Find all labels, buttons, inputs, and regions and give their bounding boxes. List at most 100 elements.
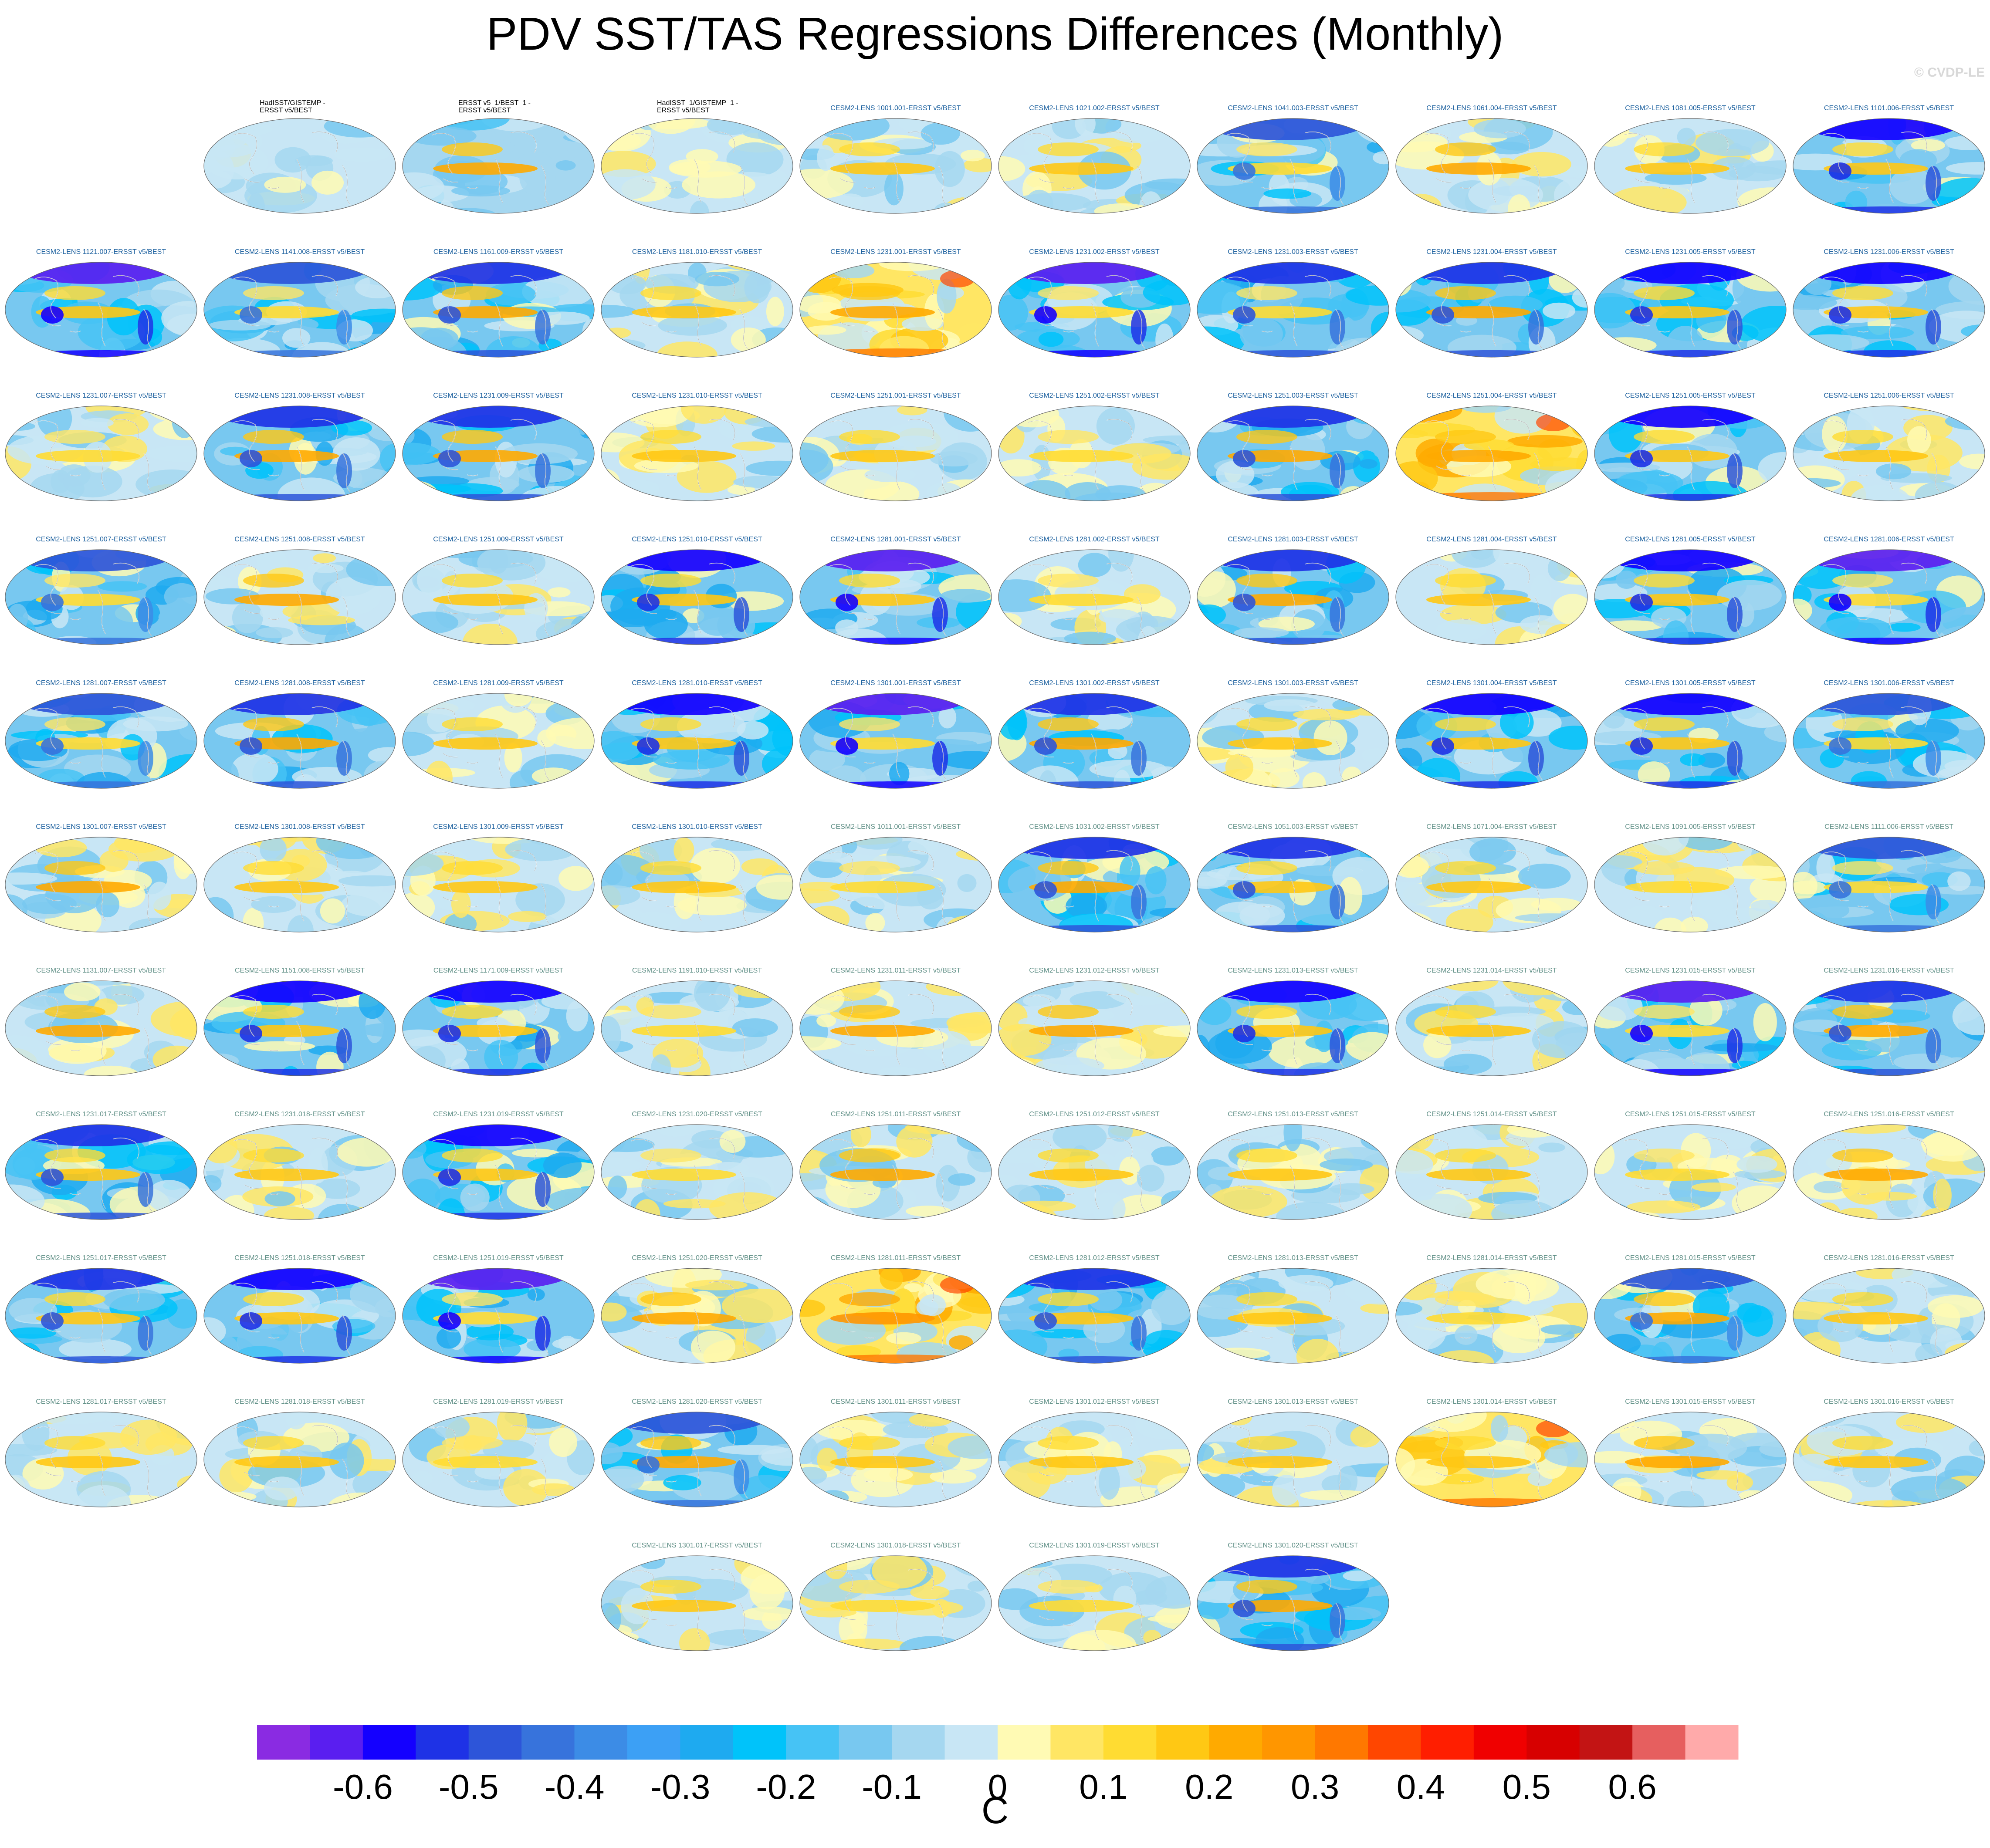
map-panel: CESM2-LENS 1301.019-ERSST v5/BEST [998, 1542, 1191, 1655]
regression-map [799, 405, 992, 501]
panel-title: CESM2-LENS 1041.003-ERSST v5/BEST [1228, 105, 1358, 112]
regression-map [601, 1555, 793, 1651]
map-panel: CESM2-LENS 1251.004-ERSST v5/BEST [1395, 392, 1588, 505]
panel-title: CESM2-LENS 1251.005-ERSST v5/BEST [1625, 392, 1756, 399]
map-panel: CESM2-LENS 1301.020-ERSST v5/BEST [1196, 1542, 1390, 1655]
panel-title: CESM2-LENS 1301.018-ERSST v5/BEST [830, 1542, 961, 1549]
panel-title: CESM2-LENS 1231.002-ERSST v5/BEST [1029, 248, 1160, 256]
map-panel: CESM2-LENS 1301.011-ERSST v5/BEST [799, 1398, 992, 1511]
panel-title: CESM2-LENS 1251.002-ERSST v5/BEST [1029, 392, 1160, 399]
panel-title: CESM2-LENS 1251.009-ERSST v5/BEST [433, 536, 564, 543]
map-panel: CESM2-LENS 1251.015-ERSST v5/BEST [1594, 1111, 1787, 1224]
panel-title: CESM2-LENS 1301.006-ERSST v5/BEST [1824, 679, 1954, 687]
map-panel: CESM2-LENS 1231.018-ERSST v5/BEST [203, 1111, 396, 1224]
panel-title: CESM2-LENS 1301.012-ERSST v5/BEST [1029, 1398, 1160, 1405]
map-panel: CESM2-LENS 1231.011-ERSST v5/BEST [799, 967, 992, 1080]
colorbar-swatch [1209, 1725, 1262, 1760]
panel-title: CESM2-LENS 1301.007-ERSST v5/BEST [36, 823, 166, 831]
regression-map [203, 837, 396, 932]
panel-title: CESM2-LENS 1231.007-ERSST v5/BEST [36, 392, 166, 399]
regression-map [1197, 693, 1389, 789]
map-panel: CESM2-LENS 1231.013-ERSST v5/BEST [1196, 967, 1390, 1080]
map-panel: CESM2-LENS 1231.020-ERSST v5/BEST [600, 1111, 794, 1224]
panel-title: CESM2-LENS 1231.008-ERSST v5/BEST [234, 392, 365, 399]
colorbar-swatch [944, 1725, 998, 1760]
regression-map [998, 1412, 1191, 1507]
regression-map [402, 1268, 595, 1364]
regression-map [799, 1555, 992, 1651]
panel-title: CESM2-LENS 1281.017-ERSST v5/BEST [36, 1398, 166, 1405]
map-panel: CESM2-LENS 1231.004-ERSST v5/BEST [1395, 248, 1588, 361]
map-panel: CESM2-LENS 1281.003-ERSST v5/BEST [1196, 536, 1390, 649]
regression-map [1594, 1268, 1787, 1364]
map-panel: CESM2-LENS 1301.001-ERSST v5/BEST [799, 679, 992, 793]
regression-map [1197, 262, 1389, 358]
panel-title: CESM2-LENS 1281.013-ERSST v5/BEST [1228, 1254, 1358, 1262]
regression-map [5, 1124, 197, 1220]
regression-map [1395, 549, 1588, 645]
panel-title: CESM2-LENS 1281.011-ERSST v5/BEST [830, 1254, 961, 1262]
regression-map [1793, 549, 1985, 645]
regression-map [1197, 118, 1389, 214]
regression-map [1594, 1124, 1787, 1220]
map-panel: CESM2-LENS 1251.011-ERSST v5/BEST [799, 1111, 992, 1224]
regression-map [402, 549, 595, 645]
colorbar-swatch [1579, 1725, 1633, 1760]
regression-map [1395, 1124, 1588, 1220]
colorbar-tick-label: -0.6 [333, 1767, 393, 1806]
colorbar-swatch [1526, 1725, 1580, 1760]
map-panel: CESM2-LENS 1251.014-ERSST v5/BEST [1395, 1111, 1588, 1224]
regression-map [1793, 693, 1985, 789]
panel-title: CESM2-LENS 1281.019-ERSST v5/BEST [433, 1398, 564, 1405]
map-panel: CESM2-LENS 1281.019-ERSST v5/BEST [402, 1398, 595, 1511]
regression-map [1793, 262, 1985, 358]
regression-map [203, 1268, 396, 1364]
panel-title: CESM2-LENS 1251.011-ERSST v5/BEST [830, 1111, 961, 1118]
panel-title: CESM2-LENS 1251.018-ERSST v5/BEST [234, 1254, 365, 1262]
map-panel: CESM2-LENS 1061.004-ERSST v5/BEST [1395, 105, 1588, 218]
regression-map [998, 262, 1191, 358]
colorbar-swatch [1421, 1725, 1474, 1760]
map-panel: CESM2-LENS 1141.008-ERSST v5/BEST [203, 248, 396, 361]
map-panel: CESM2-LENS 1251.012-ERSST v5/BEST [998, 1111, 1191, 1224]
regression-map [998, 693, 1191, 789]
map-panel: CESM2-LENS 1081.005-ERSST v5/BEST [1594, 105, 1787, 218]
regression-map [1594, 1412, 1787, 1507]
map-panel: CESM2-LENS 1021.002-ERSST v5/BEST [998, 105, 1191, 218]
panel-title: HadISST/GISTEMP - ERSST v5/BEST [260, 99, 325, 114]
panel-title: CESM2-LENS 1251.006-ERSST v5/BEST [1824, 392, 1954, 399]
colorbar-tick-label: 0 [988, 1767, 1008, 1806]
regression-map [799, 980, 992, 1076]
map-panel: CESM2-LENS 1231.006-ERSST v5/BEST [1792, 248, 1986, 361]
map-panel: CESM2-LENS 1251.017-ERSST v5/BEST [4, 1254, 198, 1368]
regression-map [203, 262, 396, 358]
map-panel: CESM2-LENS 1041.003-ERSST v5/BEST [1196, 105, 1390, 218]
map-panel: CESM2-LENS 1281.004-ERSST v5/BEST [1395, 536, 1588, 649]
panel-title: CESM2-LENS 1031.002-ERSST v5/BEST [1029, 823, 1160, 831]
map-panel: HadISST/GISTEMP - ERSST v5/BEST [203, 99, 396, 218]
panel-title: CESM2-LENS 1301.016-ERSST v5/BEST [1824, 1398, 1954, 1405]
panel-title: CESM2-LENS 1061.004-ERSST v5/BEST [1426, 105, 1557, 112]
panel-title: CESM2-LENS 1281.003-ERSST v5/BEST [1228, 536, 1358, 543]
panel-title: CESM2-LENS 1281.020-ERSST v5/BEST [632, 1398, 762, 1405]
panel-title: CESM2-LENS 1301.003-ERSST v5/BEST [1228, 679, 1358, 687]
panel-title: CESM2-LENS 1281.006-ERSST v5/BEST [1824, 536, 1954, 543]
map-panel: CESM2-LENS 1281.014-ERSST v5/BEST [1395, 1254, 1588, 1368]
regression-map [1594, 837, 1787, 932]
regression-map [1594, 980, 1787, 1076]
panel-title: CESM2-LENS 1231.017-ERSST v5/BEST [36, 1111, 166, 1118]
regression-map [1594, 262, 1787, 358]
panel-title: CESM2-LENS 1301.019-ERSST v5/BEST [1029, 1542, 1160, 1549]
map-panel: CESM2-LENS 1281.005-ERSST v5/BEST [1594, 536, 1787, 649]
regression-map [203, 1412, 396, 1507]
regression-map [799, 837, 992, 932]
panel-title: CESM2-LENS 1251.004-ERSST v5/BEST [1426, 392, 1557, 399]
map-panel: CESM2-LENS 1301.015-ERSST v5/BEST [1594, 1398, 1787, 1511]
regression-map [601, 693, 793, 789]
panel-title: CESM2-LENS 1231.001-ERSST v5/BEST [830, 248, 961, 256]
colorbar-tick-label: 0.1 [1079, 1767, 1127, 1806]
map-panel: CESM2-LENS 1181.010-ERSST v5/BEST [600, 248, 794, 361]
panel-title: ERSST v5_1/BEST_1 - ERSST v5/BEST [458, 99, 531, 114]
colorbar-swatch [627, 1725, 680, 1760]
panel-title: CESM2-LENS 1251.014-ERSST v5/BEST [1426, 1111, 1557, 1118]
